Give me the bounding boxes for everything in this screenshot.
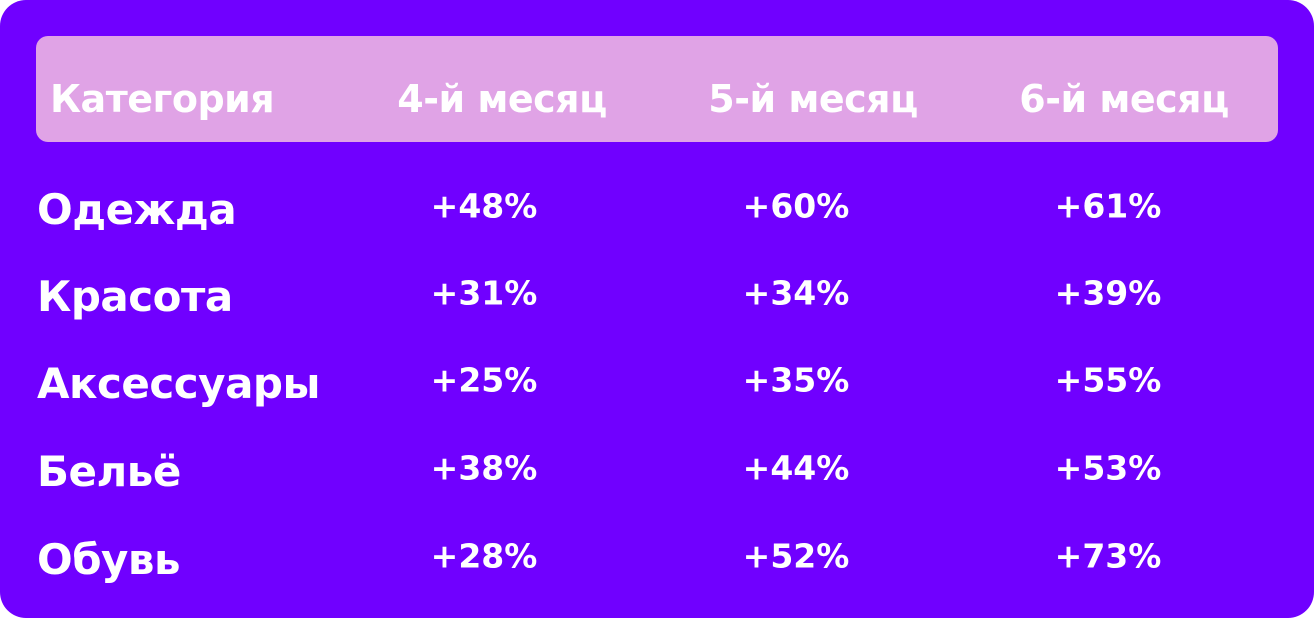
value-cell: +48%	[430, 186, 538, 226]
value-cell: +31%	[430, 273, 538, 313]
value-cell: +61%	[1054, 186, 1162, 226]
value-cell: +55%	[1054, 360, 1162, 400]
header-cell: 4-й месяц	[397, 77, 607, 121]
row-label: Аксессуары	[37, 359, 320, 408]
row-label: Бельё	[37, 447, 181, 496]
value-cell: +35%	[742, 360, 850, 400]
value-cell: +60%	[742, 186, 850, 226]
value-cell: +25%	[430, 360, 538, 400]
header-band	[36, 36, 1278, 142]
row-label: Красота	[37, 272, 233, 321]
value-cell: +52%	[742, 536, 850, 576]
header-cell: Категория	[50, 77, 275, 121]
row-label: Одежда	[37, 185, 237, 234]
value-cell: +34%	[742, 273, 850, 313]
value-cell: +38%	[430, 448, 538, 488]
value-cell: +39%	[1054, 273, 1162, 313]
row-label: Обувь	[37, 535, 181, 584]
value-cell: +28%	[430, 536, 538, 576]
header-cell: 5-й месяц	[708, 77, 918, 121]
value-cell: +53%	[1054, 448, 1162, 488]
value-cell: +73%	[1054, 536, 1162, 576]
value-cell: +44%	[742, 448, 850, 488]
header-cell: 6-й месяц	[1019, 77, 1229, 121]
